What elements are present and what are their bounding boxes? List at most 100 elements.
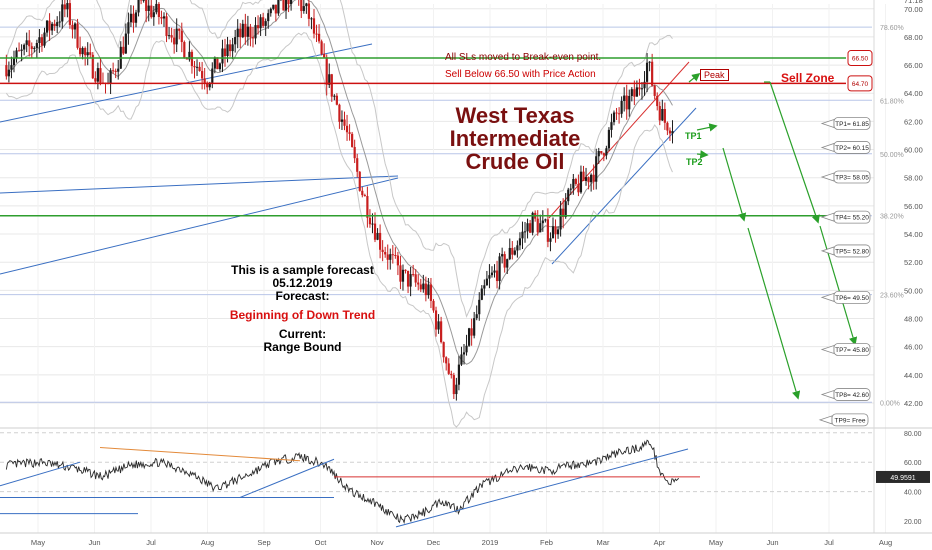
month-tick-label: May: [31, 538, 45, 547]
candle-body: [523, 231, 527, 233]
candle-body: [112, 70, 115, 72]
candle-body: [221, 48, 224, 64]
candle-body: [40, 37, 44, 46]
candle-body: [462, 352, 466, 355]
tp-label: TP4= 55.20: [835, 215, 869, 222]
candle-body: [25, 40, 28, 45]
candle-body: [86, 52, 89, 56]
candle-body: [432, 300, 435, 311]
candle-body: [511, 247, 514, 255]
candle-body: [488, 275, 491, 279]
candle-body: [267, 13, 270, 22]
price-tick-label: 58.00: [904, 174, 923, 183]
candle-body: [396, 255, 399, 266]
tp-pointer: [818, 415, 833, 425]
price-tick-label: 56.00: [904, 202, 923, 211]
candle-body: [7, 69, 10, 77]
osc-trend-blue: [0, 461, 81, 487]
candle-body: [526, 223, 529, 232]
tp-label: TP5= 52.80: [835, 248, 869, 255]
osc-trend-blue: [239, 458, 335, 498]
candle-body: [356, 158, 359, 172]
band-lower: [5, 32, 673, 428]
candle-body: [239, 28, 242, 38]
candle-body: [56, 22, 59, 27]
candle-body: [193, 66, 196, 68]
tp-pointer: [820, 212, 835, 222]
forecast-heading: Forecast:: [275, 289, 330, 303]
candle-body: [71, 24, 74, 30]
candle-body: [68, 3, 72, 25]
candle-body: [465, 345, 468, 353]
tp-label: TP3= 58.05: [835, 175, 869, 182]
candle-body: [368, 217, 372, 225]
candle-body: [259, 17, 262, 29]
candle-body: [28, 40, 31, 47]
candle-body: [666, 122, 669, 131]
candle-body: [89, 52, 92, 55]
forecast-arrow: [747, 227, 801, 400]
candle-body: [5, 65, 8, 77]
key-level-box: [847, 50, 873, 67]
candle-body: [546, 219, 550, 242]
candle-body: [165, 16, 168, 36]
price-tick-label: 44.00: [904, 371, 923, 380]
candle-body: [470, 328, 473, 336]
candle-body: [498, 256, 501, 282]
bollinger-bands: [5, 0, 673, 428]
month-tick-label: May: [709, 538, 723, 547]
candle-body: [434, 310, 438, 330]
tp2-tag: TP2: [686, 157, 703, 167]
tp-pointer: [820, 118, 835, 129]
candle-body: [117, 68, 120, 72]
candle-body: [625, 95, 628, 110]
candle-body: [198, 66, 201, 72]
candle-body: [406, 270, 410, 287]
candle-body: [312, 18, 316, 34]
candle-body: [371, 223, 374, 225]
tp-box: [833, 343, 871, 356]
candle-body: [401, 269, 405, 282]
osc-tick-label: 60.00: [904, 460, 922, 467]
candle-body: [648, 61, 651, 63]
month-tick-label: Oct: [315, 538, 328, 547]
candle-body: [628, 95, 631, 110]
candle-body: [76, 23, 79, 48]
take-profit-labels: TP1= 61.85 TP2= 60.15 TP3= 58.05 TP4= 55.20…: [818, 117, 871, 427]
fib-label: 38.20%: [880, 214, 904, 221]
grid-layer: [0, 0, 932, 534]
candle-body: [96, 68, 99, 82]
osc-trend-blue: [395, 448, 689, 528]
oscillator-line: [5, 439, 680, 525]
candle-body: [556, 229, 560, 235]
candle-body: [564, 201, 567, 218]
forecast-line-1: This is a sample forecast: [231, 263, 374, 277]
candle-body: [643, 81, 646, 89]
trendline-blue: [0, 175, 399, 194]
candle-body: [99, 68, 102, 83]
candle-body: [175, 28, 178, 45]
candle-body: [450, 373, 453, 376]
candle-body: [30, 46, 33, 49]
candle-body: [467, 328, 471, 346]
candle-body: [579, 171, 583, 193]
price-tick-label: 48.00: [904, 315, 923, 324]
month-tick-label: Nov: [370, 538, 384, 547]
tp1-tag: TP1: [685, 131, 702, 141]
candle-body: [422, 283, 425, 290]
candle-body: [386, 254, 389, 260]
candle-body: [53, 23, 56, 27]
candle-body: [345, 125, 349, 133]
candle-body: [529, 223, 532, 233]
forecast-arrow: [722, 147, 747, 222]
tp-pointer: [820, 142, 835, 153]
candle-body: [378, 232, 382, 250]
trendline-blue: [0, 177, 399, 275]
candle-body: [414, 274, 417, 283]
candle-body: [206, 83, 209, 88]
candle-body: [612, 112, 616, 123]
candle-body: [592, 174, 595, 182]
candle-body: [485, 278, 488, 286]
forecast-arrow: [696, 123, 718, 132]
